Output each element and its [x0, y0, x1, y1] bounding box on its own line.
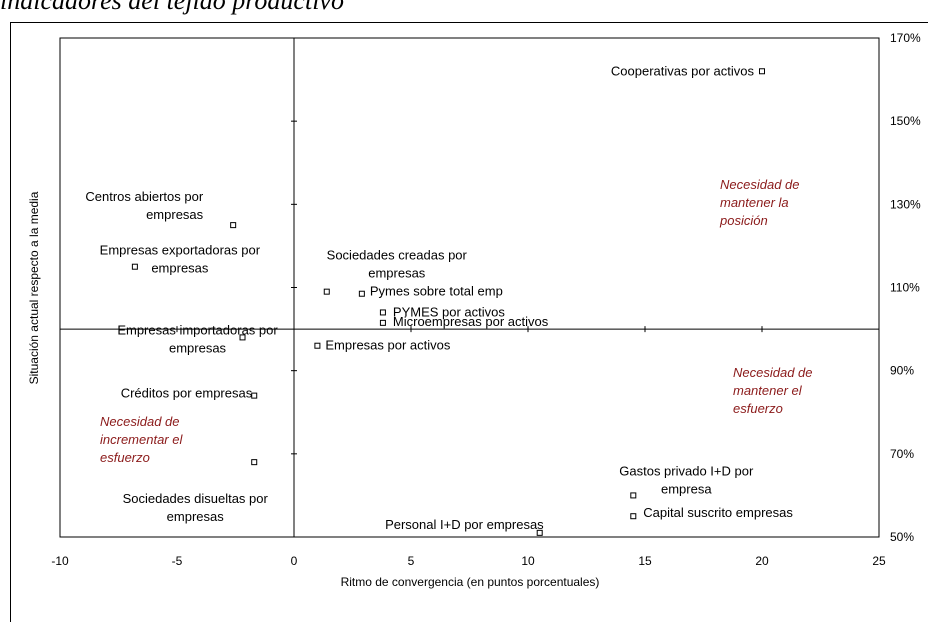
- data-point-marker: [239, 334, 246, 341]
- x-tick-label: 20: [755, 554, 769, 568]
- data-point-label: Empresas importadoras por empresas: [117, 322, 278, 355]
- data-point-label: Sociedades disueltas por empresas: [123, 491, 269, 524]
- data-point-label: PYMES por activos: [393, 304, 505, 319]
- data-point-label: Microempresas por activos: [393, 314, 549, 329]
- data-point-marker: [630, 492, 637, 499]
- y-tick-label: 110%: [890, 281, 920, 295]
- x-tick-label: -10: [51, 554, 69, 568]
- chart-title: indicadores del tejido productivo: [0, 0, 344, 15]
- scatter-chart: -10 -5 0 5 10 15 20 25 50% 70% 90% 110% 130% 150% 170%…: [27, 31, 921, 589]
- data-point-label: Pymes sobre total emp: [370, 284, 503, 299]
- x-axis-label: Ritmo de convergencia (en puntos porcent…: [341, 575, 600, 589]
- plot-area: [59, 37, 880, 538]
- data-point-label: Empresas por activos: [325, 338, 450, 353]
- data-point-marker: [230, 222, 237, 229]
- y-tick-label: 90%: [890, 364, 914, 378]
- data-point-label: Centros abiertos por empresas: [85, 189, 203, 222]
- data-point-marker: [323, 288, 330, 295]
- x-tick-label: -5: [172, 554, 183, 568]
- y-tick-label: 130%: [890, 197, 921, 211]
- data-point-marker: [131, 263, 138, 270]
- y-tick-label: 170%: [890, 31, 921, 45]
- data-point-marker: [379, 319, 386, 326]
- data-point-label: Créditos por empresas: [121, 386, 253, 401]
- data-point-label: Capital suscrito empresas: [643, 505, 793, 520]
- quadrant-annotation: Necesidad de mantener el esfuerzo: [733, 365, 813, 416]
- quadrant-annotation: Necesidad de incrementar el esfuerzo: [100, 414, 183, 465]
- x-tick-label: 25: [872, 554, 886, 568]
- data-point-label: Cooperativas por activos: [611, 63, 755, 78]
- data-point-marker: [379, 309, 386, 316]
- y-tick-label: 50%: [890, 530, 914, 544]
- data-point-marker: [251, 392, 258, 399]
- data-point-marker: [759, 68, 765, 75]
- x-tick-label: 5: [408, 554, 415, 568]
- x-tick-label: 0: [291, 554, 298, 568]
- x-tick-label: 15: [638, 554, 652, 568]
- data-point-marker: [251, 459, 258, 466]
- data-point-marker: [358, 290, 365, 297]
- data-point-marker: [314, 342, 321, 349]
- data-point-label: Sociedades creadas por empresas: [327, 248, 468, 281]
- y-tick-label: 70%: [890, 447, 914, 461]
- data-point-marker: [630, 513, 637, 520]
- data-point-label: Gastos privado I+D por empresa: [619, 463, 754, 496]
- x-tick-label: 10: [521, 554, 535, 568]
- data-point-marker: [536, 529, 543, 536]
- chart-frame: [10, 22, 928, 622]
- y-axis-label: Situación actual respecto a la media: [27, 191, 41, 384]
- data-point-label: Empresas exportadoras por empresas: [100, 243, 261, 276]
- y-tick-label: 150%: [890, 114, 921, 128]
- data-point-label: Personal I+D por empresas: [385, 517, 544, 532]
- quadrant-annotation: Necesidad de mantener la posición: [719, 177, 800, 228]
